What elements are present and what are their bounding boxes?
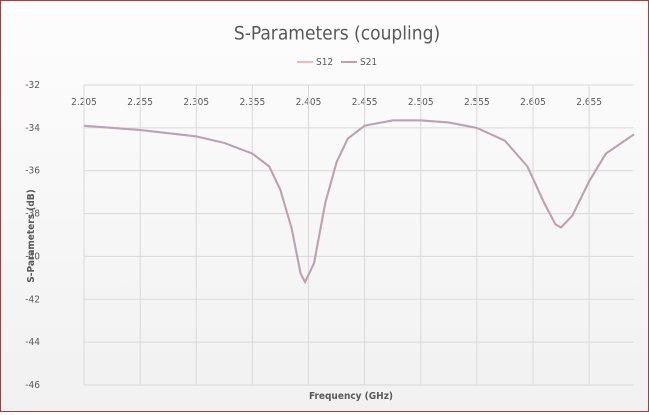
y-tick-label: -38: [25, 209, 40, 220]
series-line: [83, 119, 635, 285]
x-axis-title: Frequency (GHz): [309, 391, 393, 402]
legend-label: S21: [360, 57, 377, 68]
y-tick-label: -36: [25, 166, 40, 177]
y-tick-label: -40: [25, 251, 40, 262]
legend-label: S12: [316, 57, 333, 68]
series-line: [83, 119, 635, 285]
chart-title: S-Parameters (coupling): [234, 23, 440, 45]
y-axis-title: S-Parameters (dB): [26, 189, 37, 282]
y-tick-label: -32: [25, 80, 40, 91]
y-tick-label: -42: [25, 294, 40, 305]
y-tick-label: -46: [25, 380, 40, 391]
y-tick-label: -44: [25, 337, 40, 348]
y-tick-label: -34: [25, 123, 40, 134]
